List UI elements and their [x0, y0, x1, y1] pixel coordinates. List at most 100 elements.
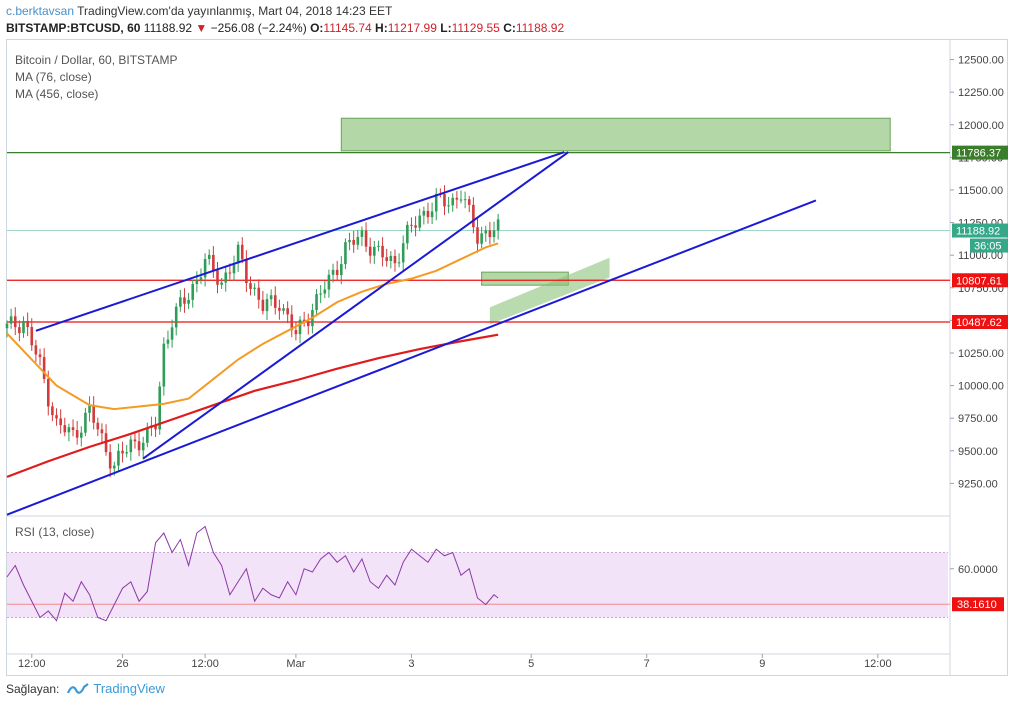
footer: Sağlayan: TradingView [6, 681, 165, 696]
candle-body [71, 427, 75, 431]
high-label: H: [375, 21, 388, 35]
candle-body [46, 378, 50, 407]
candle-body [9, 316, 13, 324]
y-tick-label: 10250.00 [958, 348, 1004, 360]
chart-title: Bitcoin / Dollar, 60, BITSTAMP [15, 53, 178, 67]
candle-body [488, 230, 492, 238]
candle-body [179, 297, 182, 307]
open-value: 11145.74 [323, 21, 372, 35]
candle-body [174, 306, 178, 328]
candle-body [84, 412, 87, 433]
candle-body [220, 282, 223, 285]
candle-body [92, 404, 95, 423]
target-zone [340, 117, 891, 152]
candle-body [162, 343, 166, 387]
last-price-label: 11188.92 [956, 226, 1000, 238]
candle-body [166, 339, 170, 344]
candle-body [108, 452, 112, 469]
candle-body [236, 244, 240, 264]
candle-body [340, 264, 343, 276]
candle-body [290, 314, 294, 331]
low-value: 11129.55 [451, 21, 500, 35]
candle-body [203, 259, 207, 278]
ma76-line [6, 242, 499, 411]
rsi-current-tag [952, 597, 1004, 612]
candle-body [129, 439, 133, 453]
candle-body [249, 283, 252, 289]
x-tick-label: 5 [528, 658, 534, 670]
candle-body [434, 193, 438, 212]
low-label: L: [440, 21, 452, 35]
price-change: −256.08 (−2.24%) [210, 21, 307, 35]
candle-body [414, 225, 417, 228]
support-red-1-tag [952, 273, 1008, 288]
candle-body [282, 308, 285, 311]
candle-body [323, 289, 327, 294]
candle-body [389, 255, 393, 261]
candle-body [327, 274, 331, 290]
candle-body [319, 293, 322, 295]
candle-body [459, 199, 463, 201]
x-tick-label: 3 [408, 658, 414, 670]
tradingview-brand[interactable]: TradingView [67, 681, 165, 696]
candle-body [455, 197, 459, 200]
candle-body [79, 432, 83, 438]
candle-body [67, 427, 71, 433]
candle-body [88, 404, 91, 413]
candle-body [397, 262, 401, 264]
candle-body [22, 320, 25, 334]
x-tick-label: 9 [759, 658, 765, 670]
rsi-legend: RSI (13, close) [15, 525, 95, 539]
resistance-green-tag [952, 145, 1008, 160]
candle-body [207, 254, 211, 260]
candle-body [298, 319, 302, 335]
candle-body [360, 230, 364, 237]
candle-body [137, 441, 141, 451]
candle-body [121, 450, 124, 454]
candle-body [154, 425, 157, 430]
candle-body [75, 430, 79, 438]
candle-body [232, 263, 236, 274]
author-link[interactable]: c.berktavsan [6, 4, 75, 18]
channel-inner-line [142, 151, 569, 460]
candle-body [467, 199, 471, 205]
x-tick-label: 12:00 [191, 658, 219, 670]
ma456-legend: MA (456, close) [15, 87, 99, 101]
candle-body [170, 327, 174, 340]
last-price-tag [952, 223, 1008, 238]
last-price: 11188.92 [143, 21, 193, 35]
candle-body [331, 269, 335, 275]
tradingview-logo-icon [67, 682, 90, 694]
candle-body [393, 255, 397, 264]
resistance-green-label: 11786.37 [956, 148, 1001, 160]
x-tick-label: 12:00 [18, 658, 46, 670]
tradingview-label: TradingView [93, 681, 165, 696]
support-red-2-tag [952, 314, 1008, 329]
candle-body [13, 316, 17, 328]
ma76-legend: MA (76, close) [15, 70, 92, 84]
support-red-1-label: 10807.61 [956, 275, 1002, 287]
candle-body [34, 345, 38, 355]
symbol-bar: BITSTAMP:BTCUSD, 60 11188.92 ▼ −256.08 (… [6, 21, 564, 35]
candle-body [410, 224, 413, 226]
symbol-name: BITSTAMP:BTCUSD, 60 [6, 21, 141, 35]
candle-body [30, 327, 34, 346]
candle-body [484, 230, 488, 234]
candle-body [492, 230, 496, 238]
countdown-label: 36:05 [974, 241, 1002, 253]
candle-body [253, 287, 256, 289]
candle-body [443, 194, 446, 207]
support-red-2-label: 10487.62 [956, 317, 1002, 329]
candle-body [335, 269, 339, 276]
candle-body [373, 246, 376, 256]
candle-body [348, 239, 351, 243]
y-tick-label: 9250.00 [958, 478, 998, 490]
candle-body [257, 287, 261, 300]
candle-body [426, 210, 430, 218]
candle-body [5, 323, 9, 329]
rsi-band [7, 552, 948, 618]
rsi-line [6, 525, 499, 622]
candle-body [273, 295, 277, 308]
ma456-line [6, 333, 499, 478]
